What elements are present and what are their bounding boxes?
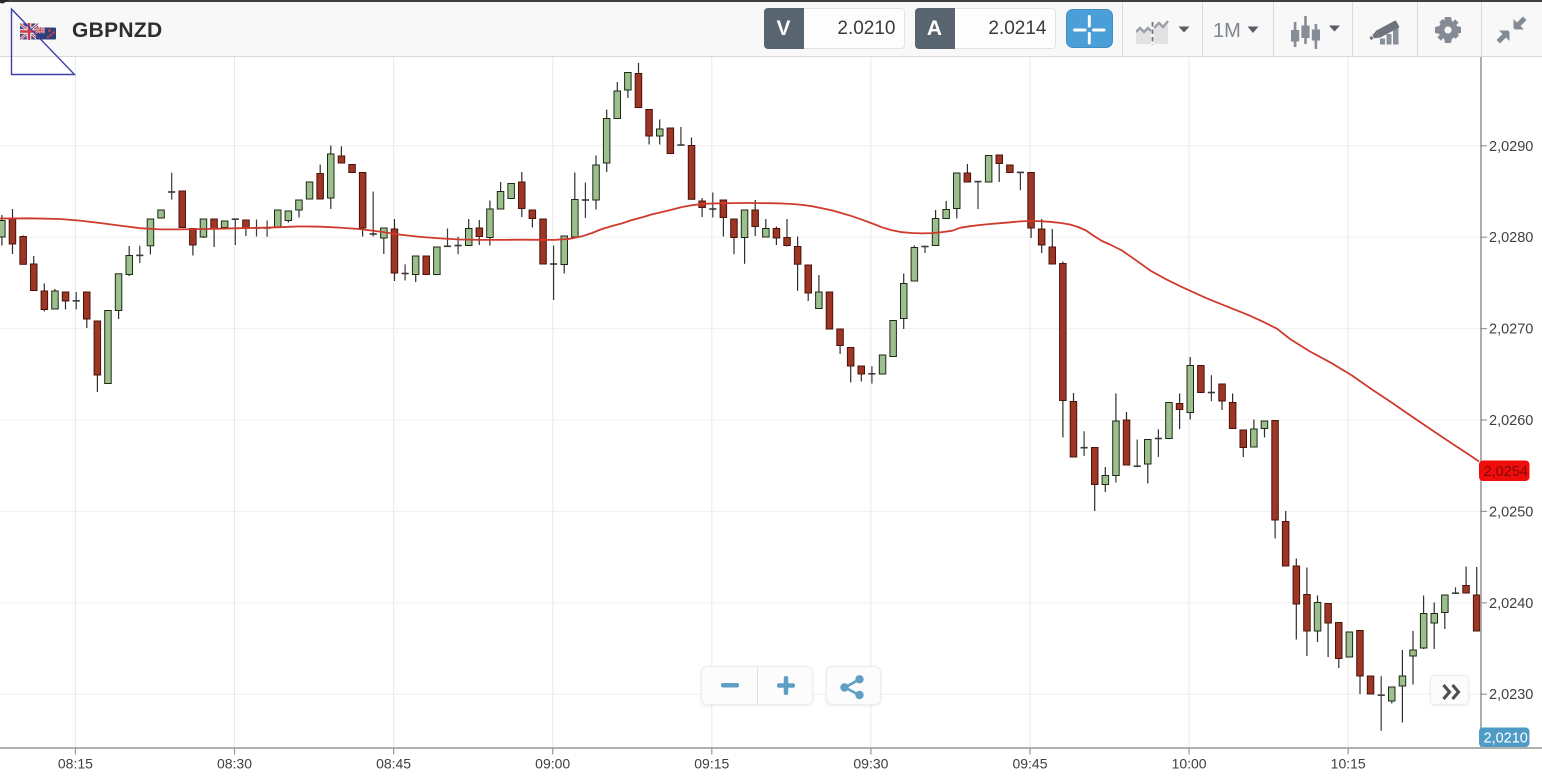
svg-text:2,0230: 2,0230 — [1489, 687, 1533, 703]
svg-text:09:45: 09:45 — [1012, 756, 1047, 772]
svg-text:08:30: 08:30 — [217, 756, 252, 772]
svg-text:2,0270: 2,0270 — [1489, 322, 1533, 338]
svg-text:2,0250: 2,0250 — [1489, 504, 1533, 520]
svg-text:08:45: 08:45 — [376, 756, 411, 772]
svg-text:2,0240: 2,0240 — [1489, 596, 1533, 612]
svg-text:09:00: 09:00 — [535, 756, 570, 772]
svg-text:08:15: 08:15 — [58, 756, 93, 772]
svg-text:10:15: 10:15 — [1331, 756, 1366, 772]
svg-text:2,0260: 2,0260 — [1489, 413, 1533, 429]
svg-text:10:00: 10:00 — [1172, 756, 1207, 772]
svg-text:2,0254: 2,0254 — [1484, 464, 1528, 480]
svg-text:2,0280: 2,0280 — [1489, 230, 1533, 246]
svg-text:2,0210: 2,0210 — [1484, 731, 1528, 747]
svg-text:2,0290: 2,0290 — [1489, 139, 1533, 155]
svg-text:09:15: 09:15 — [694, 756, 729, 772]
svg-text:09:30: 09:30 — [853, 756, 888, 772]
